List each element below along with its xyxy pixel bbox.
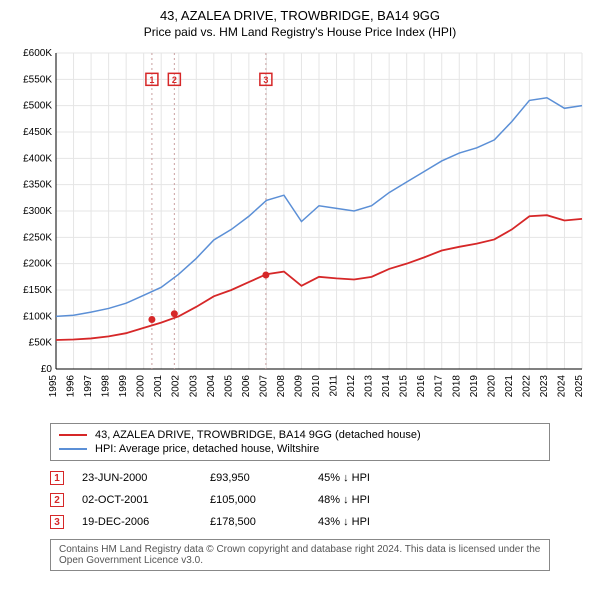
- svg-text:£250K: £250K: [23, 232, 52, 243]
- svg-text:1996: 1996: [66, 375, 77, 398]
- transaction-date: 19-DEC-2006: [82, 516, 192, 528]
- transactions-table: 1 23-JUN-2000 £93,950 45% ↓ HPI 2 02-OCT-2001…: [50, 467, 550, 533]
- transaction-ratio: 48% ↓ HPI: [318, 494, 550, 506]
- svg-text:2018: 2018: [451, 375, 462, 398]
- svg-text:2025: 2025: [574, 375, 585, 398]
- svg-text:2013: 2013: [364, 375, 375, 398]
- svg-text:2021: 2021: [504, 375, 515, 398]
- svg-text:£450K: £450K: [23, 127, 52, 138]
- svg-text:1998: 1998: [101, 375, 112, 398]
- svg-text:£50K: £50K: [29, 338, 53, 349]
- svg-text:2002: 2002: [171, 375, 182, 398]
- svg-text:£350K: £350K: [23, 180, 52, 191]
- transaction-date: 02-OCT-2001: [82, 494, 192, 506]
- svg-text:£550K: £550K: [23, 74, 52, 85]
- svg-text:2016: 2016: [416, 375, 427, 398]
- svg-text:2008: 2008: [276, 375, 287, 398]
- svg-text:2012: 2012: [346, 375, 357, 398]
- svg-text:2020: 2020: [486, 375, 497, 398]
- svg-text:2019: 2019: [469, 375, 480, 398]
- transaction-date: 23-JUN-2000: [82, 472, 192, 484]
- legend-box: 43, AZALEA DRIVE, TROWBRIDGE, BA14 9GG (…: [50, 423, 550, 461]
- svg-text:1995: 1995: [48, 375, 59, 398]
- svg-text:£500K: £500K: [23, 101, 52, 112]
- svg-text:2005: 2005: [223, 375, 234, 398]
- svg-text:£400K: £400K: [23, 153, 52, 164]
- transaction-ratio: 43% ↓ HPI: [318, 516, 550, 528]
- svg-text:2: 2: [172, 75, 177, 85]
- svg-text:2023: 2023: [539, 375, 550, 398]
- legend-row: HPI: Average price, detached house, Wilt…: [59, 442, 541, 456]
- transaction-row: 3 19-DEC-2006 £178,500 43% ↓ HPI: [50, 511, 550, 533]
- svg-text:2009: 2009: [293, 375, 304, 398]
- transaction-marker: 1: [50, 471, 64, 485]
- svg-text:2010: 2010: [311, 375, 322, 398]
- svg-text:1999: 1999: [118, 375, 129, 398]
- svg-text:1: 1: [149, 75, 154, 85]
- svg-text:2001: 2001: [153, 375, 164, 398]
- chart-area: £0 £50K £100K £150K £200K £250K £300K £350K £400…: [10, 47, 590, 417]
- transaction-row: 1 23-JUN-2000 £93,950 45% ↓ HPI: [50, 467, 550, 489]
- transaction-ratio: 45% ↓ HPI: [318, 472, 550, 484]
- svg-text:1997: 1997: [83, 375, 94, 398]
- svg-text:2003: 2003: [188, 375, 199, 398]
- transaction-marker: 3: [50, 515, 64, 529]
- svg-text:2024: 2024: [556, 375, 567, 398]
- svg-text:£300K: £300K: [23, 206, 52, 217]
- svg-text:2017: 2017: [434, 375, 445, 398]
- svg-text:3: 3: [263, 75, 268, 85]
- svg-text:2014: 2014: [381, 375, 392, 398]
- svg-text:2015: 2015: [399, 375, 410, 398]
- svg-text:2004: 2004: [206, 375, 217, 398]
- svg-text:£150K: £150K: [23, 285, 52, 296]
- legend-label: HPI: Average price, detached house, Wilt…: [95, 443, 319, 455]
- svg-text:2011: 2011: [329, 375, 340, 397]
- line-chart-svg: £0 £50K £100K £150K £200K £250K £300K £350K £400…: [10, 47, 590, 417]
- svg-text:£0: £0: [41, 364, 53, 375]
- legend-row: 43, AZALEA DRIVE, TROWBRIDGE, BA14 9GG (…: [59, 428, 541, 442]
- svg-text:£100K: £100K: [23, 311, 52, 322]
- legend-swatch: [59, 434, 87, 436]
- legend-swatch: [59, 448, 87, 450]
- svg-text:2006: 2006: [241, 375, 252, 398]
- svg-text:£600K: £600K: [23, 48, 52, 59]
- transaction-row: 2 02-OCT-2001 £105,000 48% ↓ HPI: [50, 489, 550, 511]
- transaction-price: £105,000: [210, 494, 300, 506]
- svg-text:2022: 2022: [521, 375, 532, 398]
- svg-text:2007: 2007: [258, 375, 269, 398]
- chart-subtitle: Price paid vs. HM Land Registry's House …: [10, 25, 590, 39]
- legend-label: 43, AZALEA DRIVE, TROWBRIDGE, BA14 9GG (…: [95, 429, 421, 441]
- transaction-price: £178,500: [210, 516, 300, 528]
- svg-text:£200K: £200K: [23, 259, 52, 270]
- transaction-marker: 2: [50, 493, 64, 507]
- svg-text:2000: 2000: [136, 375, 147, 398]
- attribution-text: Contains HM Land Registry data © Crown c…: [50, 539, 550, 571]
- transaction-price: £93,950: [210, 472, 300, 484]
- chart-title-address: 43, AZALEA DRIVE, TROWBRIDGE, BA14 9GG: [10, 8, 590, 23]
- page-container: 43, AZALEA DRIVE, TROWBRIDGE, BA14 9GG P…: [0, 0, 600, 581]
